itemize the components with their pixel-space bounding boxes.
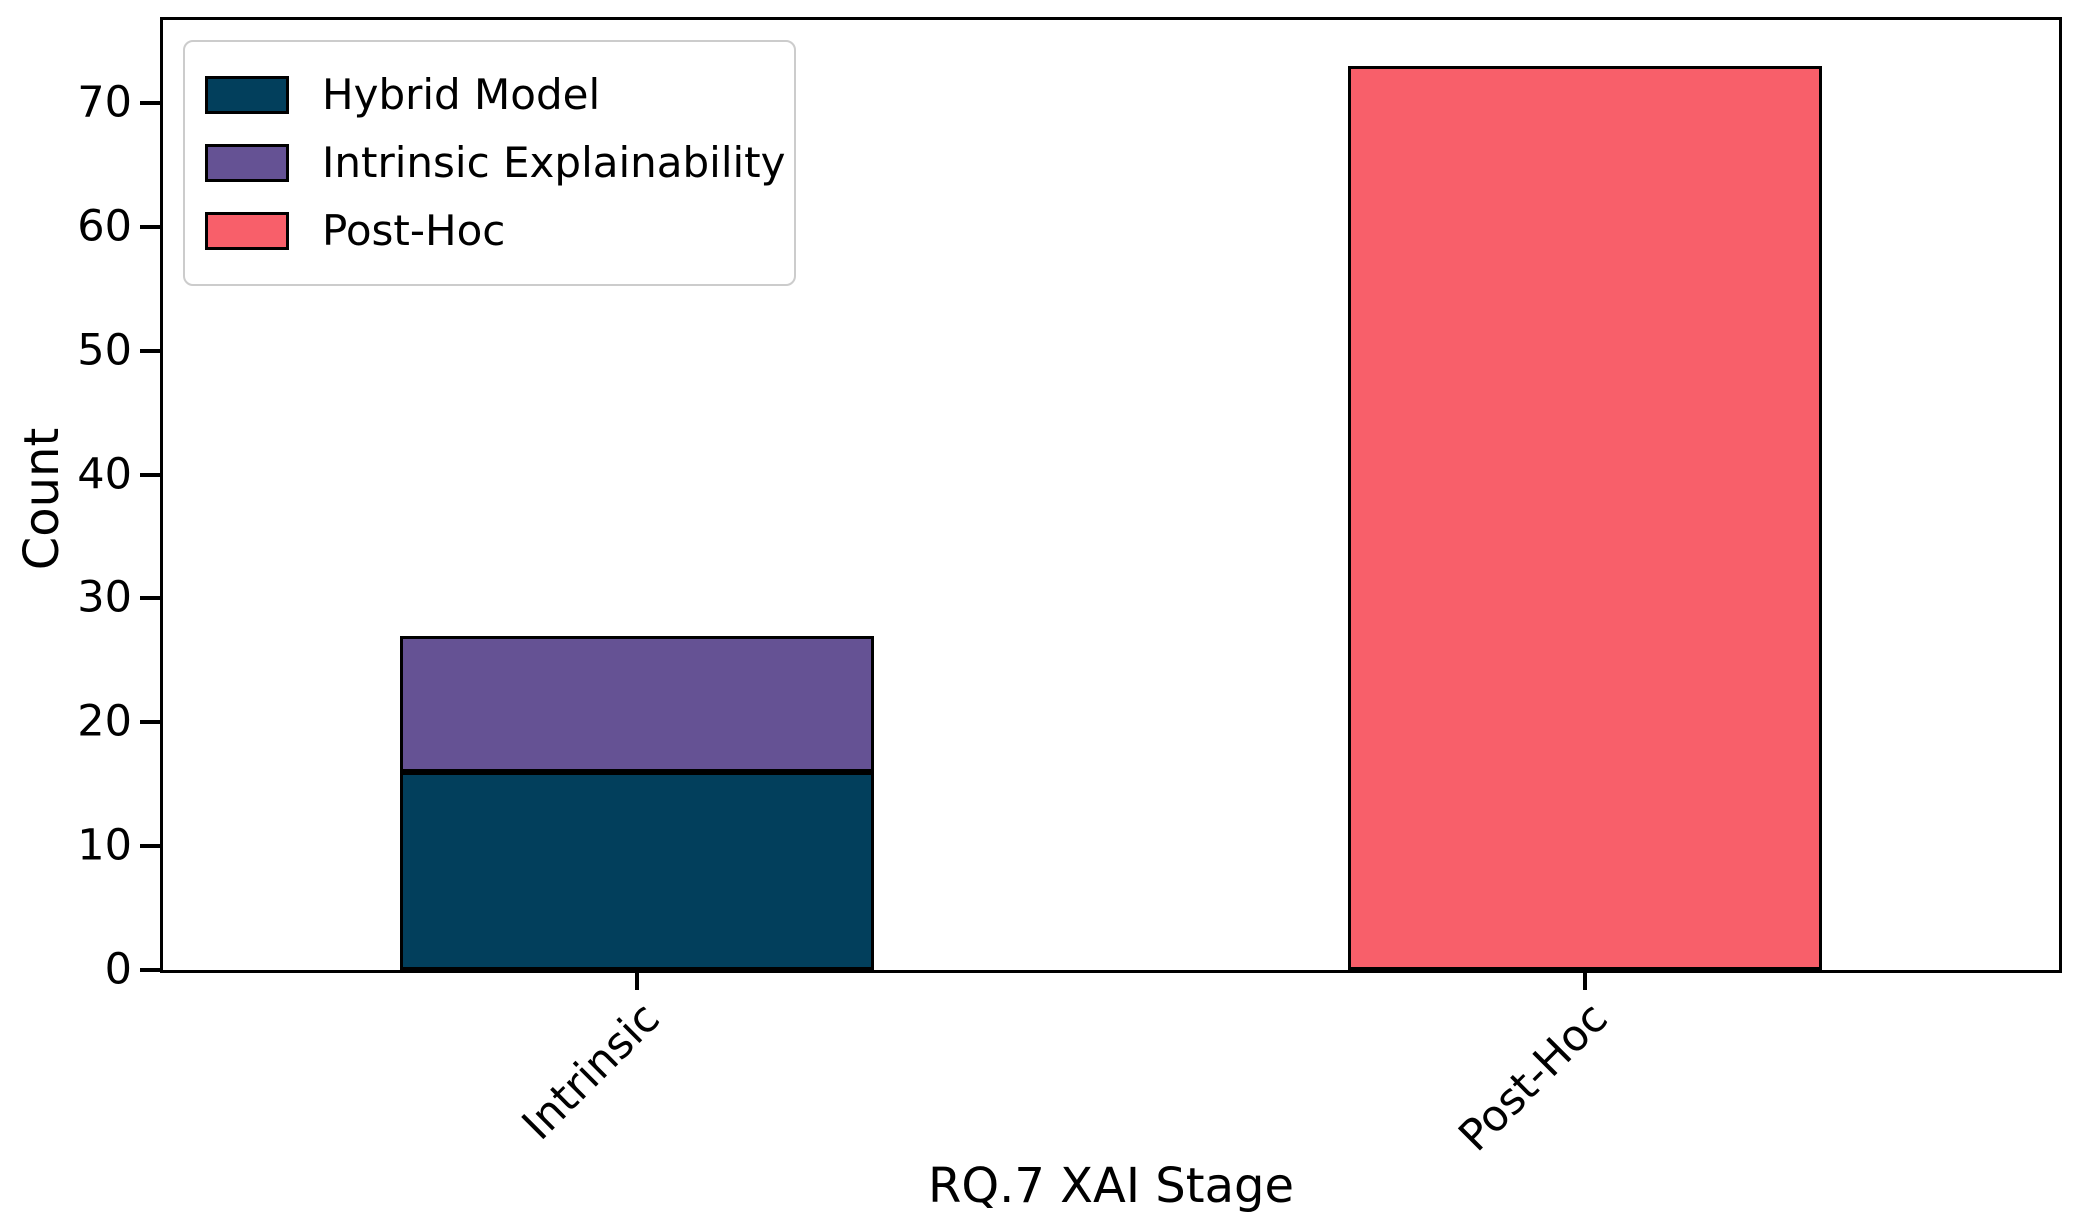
y-tick-label-20: 20: [77, 696, 132, 747]
y-tick-label-70: 70: [77, 77, 132, 128]
y-tick-label-50: 50: [77, 325, 132, 376]
y-tick-mark-30: [140, 596, 160, 601]
x-tick-mark-post-hoc: [1583, 970, 1587, 990]
y-tick-mark-70: [140, 101, 160, 105]
legend-label-post-hoc: Post-Hoc: [322, 206, 506, 255]
bar-intrinsic-hybrid-model: [400, 771, 874, 970]
x-axis-label: RQ.7 XAI Stage: [927, 1158, 1295, 1214]
legend: Hybrid Model Intrinsic Explainability Post…: [183, 40, 796, 286]
y-tick-label-10: 10: [77, 820, 132, 871]
legend-label-intrinsic-explainability: Intrinsic Explainability: [322, 138, 786, 187]
legend-row-intrinsic-explainability: Intrinsic Explainability: [205, 142, 794, 184]
legend-swatch-post-hoc: [205, 212, 289, 250]
y-tick-mark-50: [140, 348, 160, 353]
y-tick-mark-20: [140, 720, 160, 725]
y-tick-mark-0: [140, 968, 160, 972]
y-tick-mark-40: [140, 472, 160, 477]
y-tick-label-30: 30: [77, 572, 132, 623]
plot-area: 0 10 20 30 40 50 60 70 Intrinsic Post-Hoc: [77, 17, 2062, 1161]
y-tick-mark-10: [140, 844, 160, 849]
y-tick-label-60: 60: [77, 201, 132, 252]
x-tick-mark-intrinsic: [635, 970, 639, 990]
x-tick-label-post-hoc: Post-Hoc: [1449, 993, 1618, 1162]
y-tick-mark-60: [140, 224, 160, 229]
legend-row-hybrid-model: Hybrid Model: [205, 74, 794, 116]
x-tick-label-intrinsic: Intrinsic: [512, 993, 670, 1150]
legend-swatch-hybrid-model: [205, 76, 289, 114]
legend-swatch-intrinsic-explainability: [205, 144, 289, 182]
bar-post-hoc-post-hoc: [1348, 65, 1822, 970]
legend-row-post-hoc: Post-Hoc: [205, 210, 794, 252]
y-tick-label-0: 0: [104, 944, 132, 995]
y-axis-label: Count: [14, 427, 70, 571]
y-tick-label-40: 40: [77, 449, 132, 500]
legend-label-hybrid-model: Hybrid Model: [322, 70, 601, 119]
bar-intrinsic-intrinsic-explainability: [400, 635, 874, 772]
